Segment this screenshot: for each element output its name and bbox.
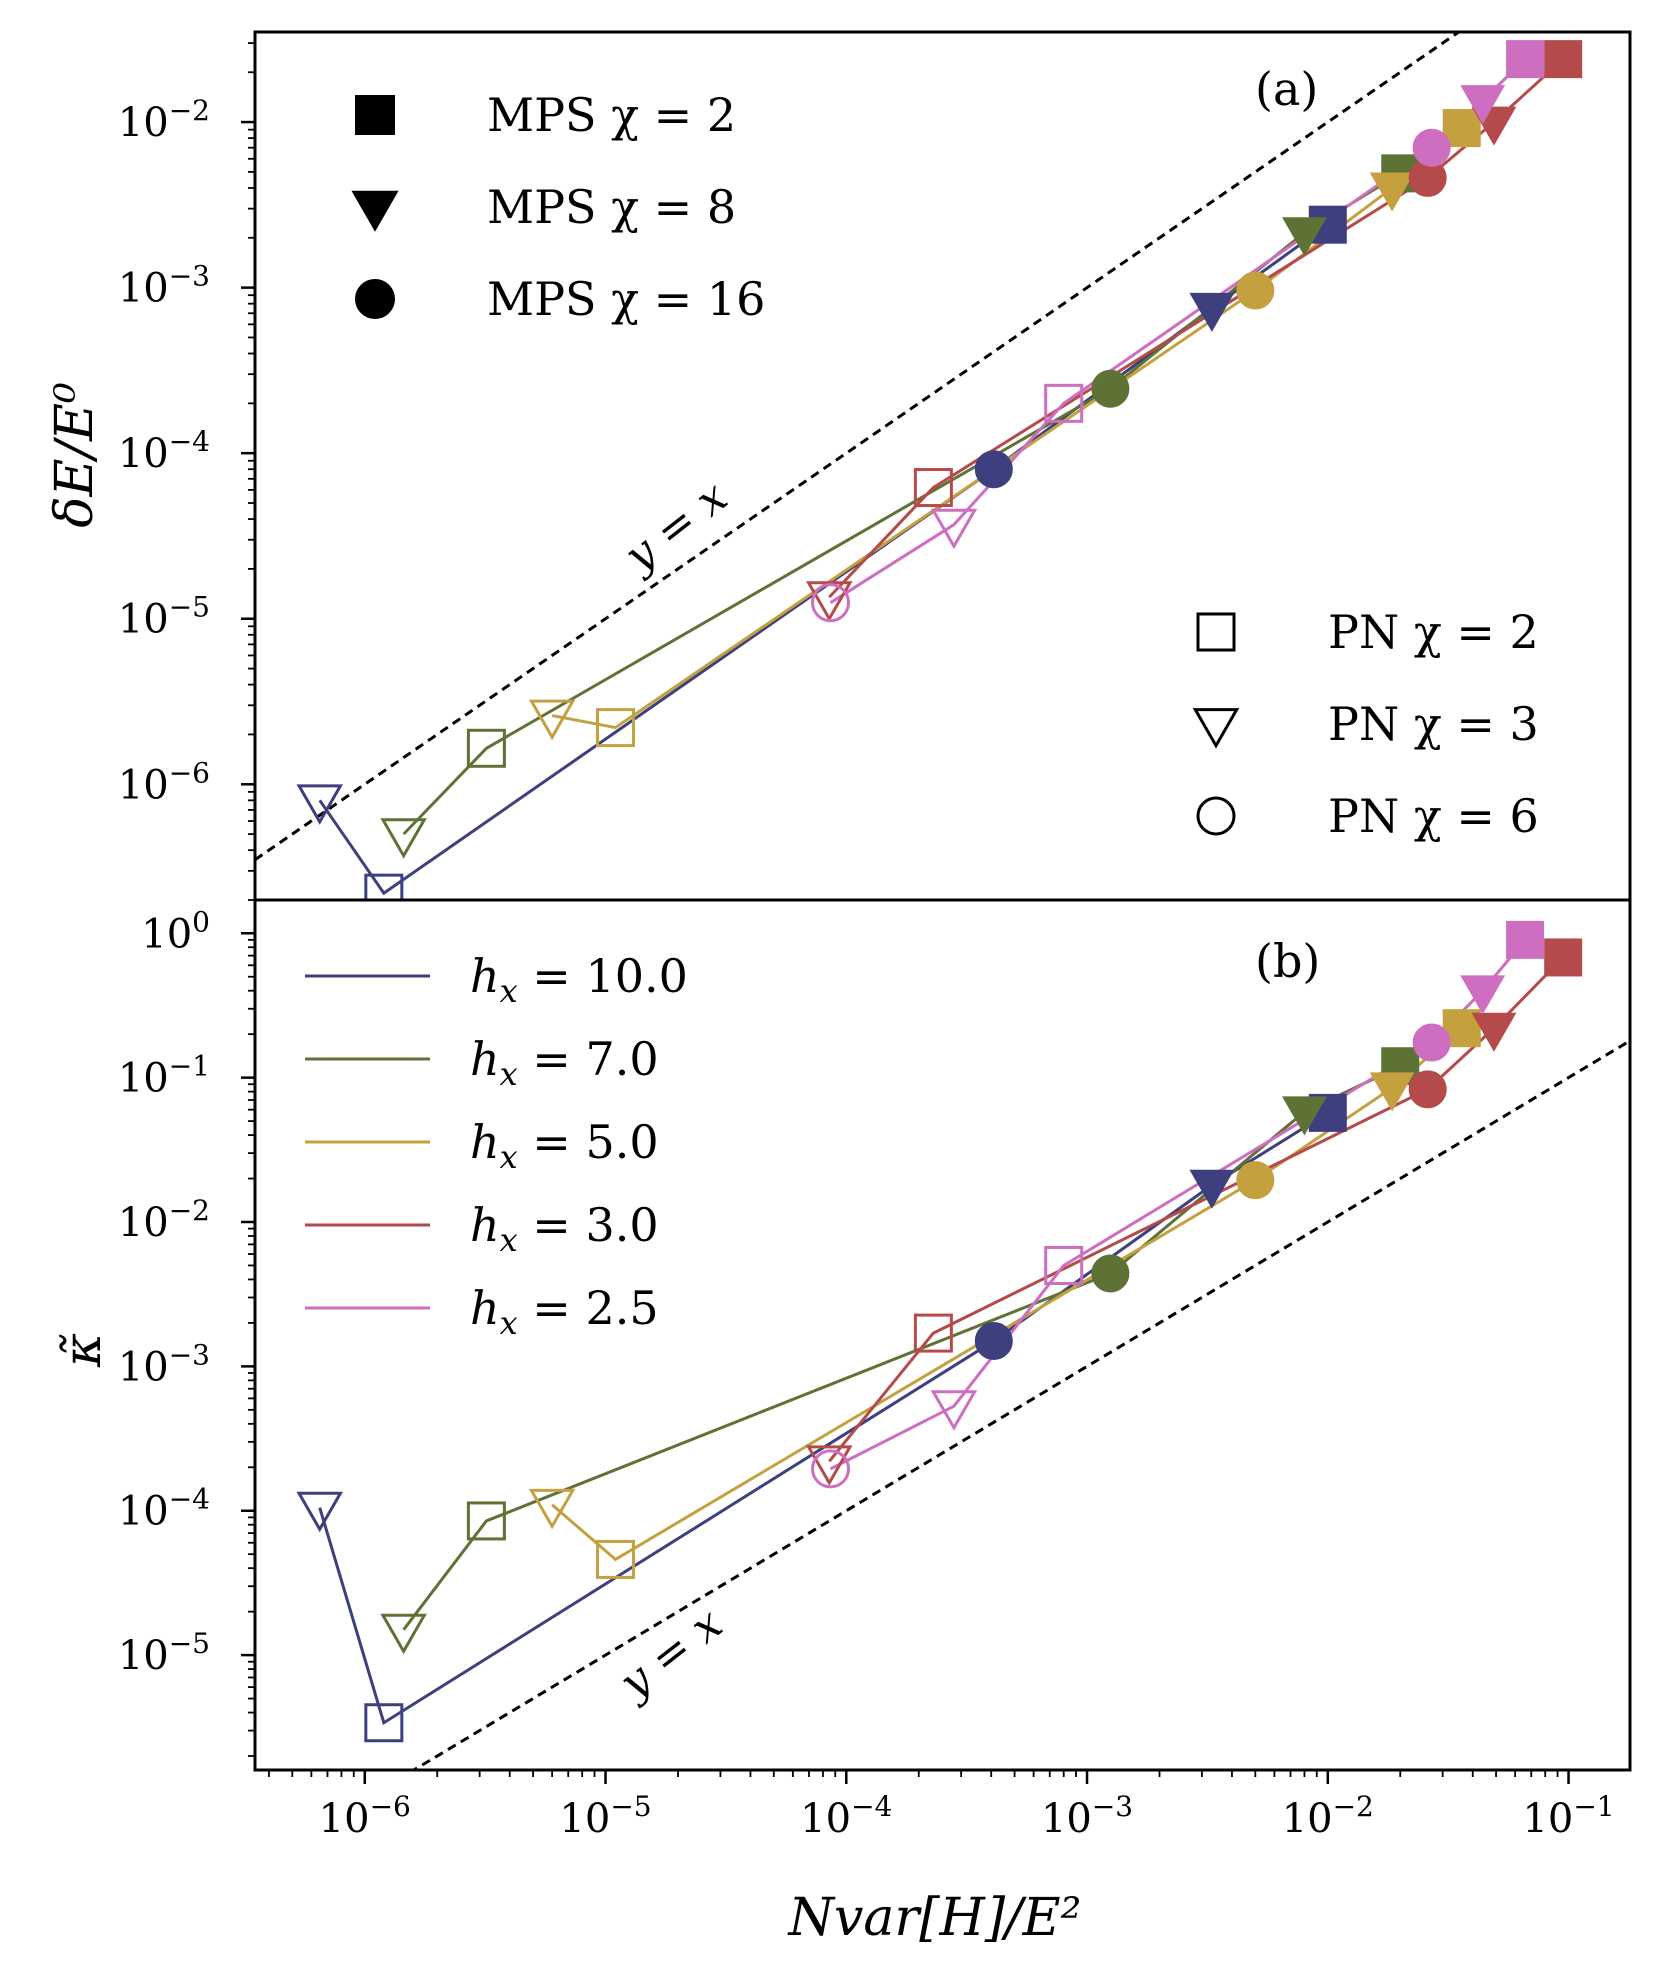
data-point [380, 818, 427, 859]
y-tick-label: 10−3 [118, 260, 210, 312]
data-point [1506, 920, 1545, 959]
x-axis-label: Nvar[H]/E² [787, 1888, 1082, 1948]
data-point [1369, 1072, 1415, 1112]
data-point [811, 583, 851, 623]
legend-label: PN χ = 2 [1328, 605, 1539, 659]
data-point [364, 873, 404, 900]
data-point [930, 508, 978, 550]
legend-marker [355, 279, 395, 319]
data-point [296, 1491, 344, 1533]
data-point [1412, 1023, 1451, 1062]
x-tick-label: 10−3 [1041, 1790, 1133, 1842]
y-tick-label: 10−4 [118, 425, 210, 477]
data-point [974, 1321, 1013, 1360]
data-point [1412, 128, 1451, 167]
data-point [1091, 1254, 1130, 1293]
data-point [1282, 1096, 1327, 1136]
series-line [829, 938, 1527, 1471]
x-tick-label: 10−1 [1522, 1790, 1614, 1842]
panel-a-refline-label: y = x [614, 471, 737, 583]
legend-label: hx = 3.0 [470, 1198, 659, 1259]
plot-frame [253, 898, 1632, 1772]
reference-line-y-equals-x [410, 1039, 1630, 1770]
data-point [1282, 217, 1327, 257]
data-point [1506, 40, 1545, 79]
panel-b-legend: hx = 10.0 hx = 7.0 hx = 5.0 hx = 3.0 hx = 2.… [305, 949, 688, 1342]
data-point [811, 1449, 851, 1489]
legend-label: MPS χ = 8 [487, 180, 736, 234]
y-tick-label: 10−5 [118, 1627, 210, 1679]
legend-marker [1196, 796, 1236, 836]
data-point [1091, 369, 1130, 408]
panel-a: 10−6 10−5 10−4 10−3 10−2 [118, 30, 1632, 902]
data-point [466, 728, 506, 768]
panel-a-ylabel: δE/E⁰ [45, 382, 105, 528]
reference-line-y-equals-x [255, 32, 1462, 862]
legend-label: hx = 2.5 [470, 1281, 659, 1342]
data-point [1460, 85, 1506, 125]
data-point [1044, 383, 1084, 423]
panel-b: 10−5 10−4 10−3 10−2 10−1 100 [118, 898, 1632, 1772]
data-point [1236, 1161, 1275, 1200]
legend-marker [1192, 708, 1240, 749]
data-point [1189, 292, 1235, 332]
y-tick-label: 10−2 [118, 1194, 210, 1246]
data-point [1544, 938, 1583, 977]
data-point [1044, 1245, 1084, 1285]
data-point [528, 1488, 576, 1530]
data-point [1408, 1070, 1447, 1109]
legend-label: hx = 7.0 [470, 1032, 659, 1093]
x-tick-label: 10−6 [319, 1790, 411, 1842]
legend-label: hx = 5.0 [470, 1115, 659, 1176]
y-tick-label: 10−2 [118, 94, 210, 146]
data-point [805, 1445, 853, 1486]
panel-b-label: (b) [1255, 934, 1320, 988]
y-tick-label: 10−4 [118, 1483, 210, 1535]
data-point [805, 581, 853, 622]
data-point [595, 708, 635, 748]
x-tick-label: 10−5 [559, 1790, 651, 1842]
data-point [528, 699, 576, 741]
x-tick-label: 10−4 [800, 1790, 892, 1842]
x-tick-label: 10−2 [1282, 1790, 1374, 1842]
data-point [913, 1313, 953, 1353]
y-tick-label: 100 [141, 905, 210, 957]
legend-label: PN χ = 6 [1328, 789, 1539, 843]
legend-marker [1196, 612, 1236, 652]
panel-b-ylabel: κ̃ [53, 1333, 113, 1368]
data-point [380, 1613, 427, 1655]
data-point [974, 450, 1013, 489]
data-point [1189, 1169, 1235, 1209]
panel-a-label: (a) [1255, 62, 1318, 116]
data-point [1369, 172, 1415, 212]
data-point [1442, 109, 1481, 148]
x-axis: 10−6 10−5 10−4 10−3 10−2 10−1 [268, 1770, 1615, 1842]
data-point [1544, 40, 1583, 79]
data-point [930, 1390, 978, 1431]
y-tick-label: 10−5 [118, 591, 210, 643]
data-point [595, 1539, 635, 1579]
legend-label: PN χ = 3 [1328, 697, 1539, 751]
data-point [296, 784, 344, 825]
data-point [913, 468, 953, 508]
legend-marker [351, 190, 399, 232]
legend-label: hx = 10.0 [470, 949, 688, 1010]
legend-label: MPS χ = 2 [487, 88, 736, 142]
legend-label: MPS χ = 16 [487, 272, 765, 326]
data-point [1460, 975, 1506, 1015]
legend-marker [355, 95, 395, 135]
y-tick-label: 10−1 [118, 1050, 210, 1102]
panel-a-legend: MPS χ = 2 MPS χ = 8 MPS χ = 16 PN χ = 2 PN χ… [351, 88, 1539, 843]
y-tick-label: 10−6 [118, 756, 210, 808]
data-point [1236, 271, 1275, 310]
data-point [466, 1501, 506, 1541]
y-tick-label: 10−3 [118, 1338, 210, 1390]
data-point [364, 1703, 404, 1743]
data-point [1471, 1012, 1517, 1052]
